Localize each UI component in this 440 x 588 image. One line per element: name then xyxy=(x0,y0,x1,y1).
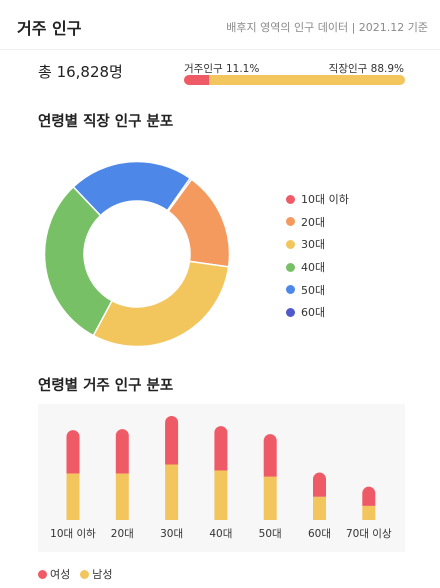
legend-dot xyxy=(80,569,90,579)
legend-dot xyxy=(286,307,295,317)
bar-30-male xyxy=(165,464,179,520)
population-ratio-bar xyxy=(184,75,405,85)
legend-item-50: 50대 xyxy=(286,278,349,301)
donut-slice-30 xyxy=(92,260,230,348)
legend-dot xyxy=(38,569,47,579)
bar-40-female xyxy=(214,426,228,471)
worker-ratio-label: 직장인구 88.9% xyxy=(328,63,404,75)
bar-label-70: 70대 이상 xyxy=(346,528,392,540)
bar-label-30: 30대 xyxy=(160,528,183,540)
bar-label-60: 60대 xyxy=(308,528,331,540)
legend-item-60: 60대 xyxy=(286,301,349,324)
legend-label: 10대 이하 xyxy=(301,193,349,207)
bar-10-male xyxy=(66,473,80,520)
bar-60-male xyxy=(313,496,326,520)
bar-60-female xyxy=(313,472,326,497)
worker-distribution-title: 연령별 직장 인구 분포 xyxy=(38,114,174,130)
legend-item-10: 10대 이하 xyxy=(286,188,349,211)
legend-label: 50대 xyxy=(301,283,326,297)
resident-ratio-label: 거주인구 11.1% xyxy=(184,63,260,75)
legend-item-female: 여성 xyxy=(38,566,70,582)
bar-label-10: 10대 이하 xyxy=(50,527,96,540)
legend-dot xyxy=(286,217,295,227)
legend-label: 여성 xyxy=(50,568,71,581)
resident-bar-chart-panel: 10대 이하 20대 30대 40대 50대 60대 70대 이상 xyxy=(38,404,405,552)
bar-40-male xyxy=(214,470,228,520)
legend-item-40: 40대 xyxy=(286,256,349,279)
legend-dot xyxy=(286,262,295,272)
donut-slice-60 xyxy=(166,177,193,213)
legend-item-male: 남성 xyxy=(80,566,113,582)
worker-age-donut-chart xyxy=(43,162,231,348)
page-title: 거주 인구 xyxy=(17,19,82,38)
legend-dot xyxy=(286,239,295,249)
bar-70-male xyxy=(362,505,376,520)
legend-label: 남성 xyxy=(92,568,113,581)
bar-20-male xyxy=(115,473,129,520)
legend-label: 30대 xyxy=(301,238,326,252)
gender-legend: 여성 남성 xyxy=(38,566,123,582)
header-divider xyxy=(0,49,440,50)
legend-label: 40대 xyxy=(301,261,326,275)
legend-dot xyxy=(286,285,295,295)
total-population: 총 16,828명 xyxy=(38,61,123,82)
bar-70-female xyxy=(362,486,376,506)
data-source-caption: 배후지 영역의 인구 데이터 | 2021.12 기준 xyxy=(226,21,428,34)
legend-item-30: 30대 xyxy=(286,233,349,256)
legend-label: 20대 xyxy=(301,215,326,229)
bar-label-20: 20대 xyxy=(111,528,134,540)
bar-10-female xyxy=(66,430,80,474)
bar-50-female xyxy=(263,434,277,477)
legend-item-20: 20대 xyxy=(286,211,349,234)
bar-50-male xyxy=(263,476,277,520)
header: 거주 인구 배후지 영역의 인구 데이터 | 2021.12 기준 xyxy=(0,0,440,50)
worker-age-legend: 10대 이하 20대 30대 40대 50대 60대 xyxy=(286,188,349,324)
legend-label: 60대 xyxy=(301,306,326,320)
legend-dot xyxy=(286,194,295,204)
bar-30-female xyxy=(165,416,179,465)
bar-20-female xyxy=(115,429,129,474)
donut-slice-40 xyxy=(43,185,113,337)
bar-label-40: 40대 xyxy=(209,528,232,540)
resident-ratio-fill xyxy=(184,75,209,85)
resident-age-bar-chart: 10대 이하 20대 30대 40대 50대 60대 70대 이상 xyxy=(50,416,392,540)
total-population-label: 총 16,828명 xyxy=(38,63,123,81)
resident-distribution-title: 연령별 거주 인구 분포 xyxy=(38,378,174,394)
bar-label-50: 50대 xyxy=(259,528,282,540)
